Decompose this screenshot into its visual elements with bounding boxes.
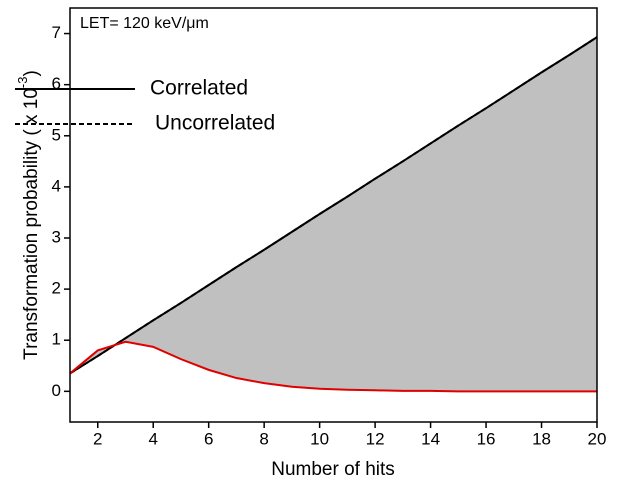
x-tick-label: 2 <box>93 429 102 448</box>
x-tick-label: 12 <box>366 429 385 448</box>
y-axis-title-end: ) <box>21 70 42 76</box>
x-tick-label: 20 <box>588 429 607 448</box>
x-tick-label: 8 <box>259 429 268 448</box>
x-tick-label: 14 <box>421 429 440 448</box>
x-tick-label: 18 <box>532 429 551 448</box>
y-tick-label: 6 <box>52 74 61 93</box>
series-line <box>69 36 598 375</box>
legend-label: Uncorrelated <box>155 112 275 135</box>
x-axis-title: Number of hits <box>271 459 395 480</box>
x-tick-label: 4 <box>148 429 157 448</box>
x-tick-label: 6 <box>204 429 213 448</box>
legend-label: Correlated <box>150 77 248 100</box>
annotation: LET= 120 keV/μm <box>80 15 209 32</box>
plot-frame <box>69 7 598 423</box>
y-tick-label: 4 <box>52 176 61 195</box>
x-tick-label: 10 <box>310 429 329 448</box>
x-tick-label: 16 <box>477 429 496 448</box>
series-line <box>69 340 597 393</box>
y-tick-label: 5 <box>52 125 61 144</box>
y-axis-title-main: Transformation probability ( x 10 <box>21 88 42 360</box>
fill-area <box>70 37 597 392</box>
y-axis-title-sup: -3 <box>15 77 30 89</box>
y-tick-label: 3 <box>52 227 61 246</box>
y-tick-label: 1 <box>52 330 61 349</box>
y-tick-label: 7 <box>52 23 61 42</box>
y-tick-label: 0 <box>52 381 61 400</box>
y-axis-title: Transformation probability ( x 10-3) <box>15 70 42 360</box>
y-tick-label: 2 <box>52 279 61 298</box>
